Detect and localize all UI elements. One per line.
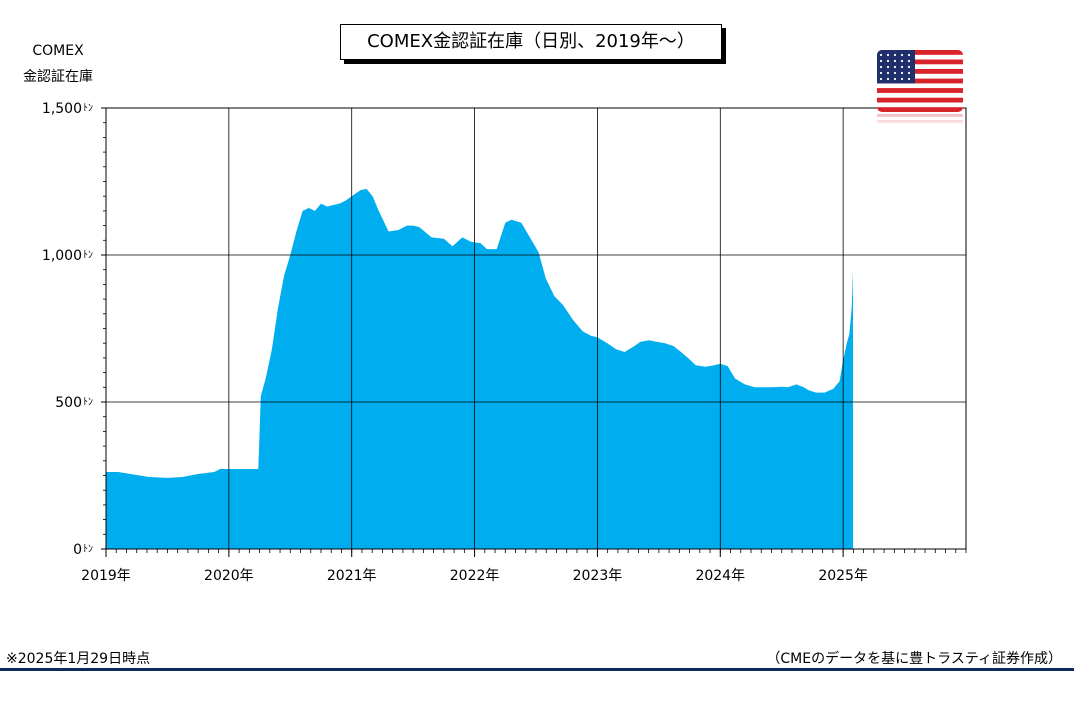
us-flag-icon	[877, 50, 963, 130]
footer-rule	[0, 668, 1074, 671]
chart-title: COMEX金認証在庫（日別、2019年～）	[340, 24, 722, 60]
y-tick-label: 500	[55, 395, 82, 411]
y-axis-label: COMEX 金認証在庫	[14, 38, 102, 90]
y-tick-label: 1,500	[42, 101, 82, 117]
y-tick-unit: ﾄﾝ	[83, 250, 93, 261]
plot-frame	[105, 107, 967, 550]
x-tick-label: 2019年	[81, 568, 131, 584]
x-tick-label: 2023年	[573, 568, 623, 584]
x-tick-label: 2025年	[818, 568, 868, 584]
source-credit: （CMEのデータを基に豊トラスティ証券作成）	[766, 651, 1062, 667]
y-tick-label: 1,000	[42, 248, 82, 264]
timestamp-note: ※2025年1月29日時点	[6, 651, 151, 667]
x-tick-label: 2024年	[695, 568, 745, 584]
y-tick-unit: ﾄﾝ	[83, 397, 93, 408]
y-axis-label-line1: COMEX	[32, 43, 84, 59]
y-tick-label: 0	[73, 542, 82, 558]
x-tick-label: 2021年	[327, 568, 377, 584]
y-axis-label-line2: 金認証在庫	[23, 69, 93, 85]
y-tick-unit: ﾄﾝ	[83, 103, 93, 114]
y-tick-unit: ﾄﾝ	[83, 544, 93, 555]
x-tick-label: 2022年	[450, 568, 500, 584]
x-tick-label: 2020年	[204, 568, 254, 584]
area-series-0	[106, 188, 853, 549]
